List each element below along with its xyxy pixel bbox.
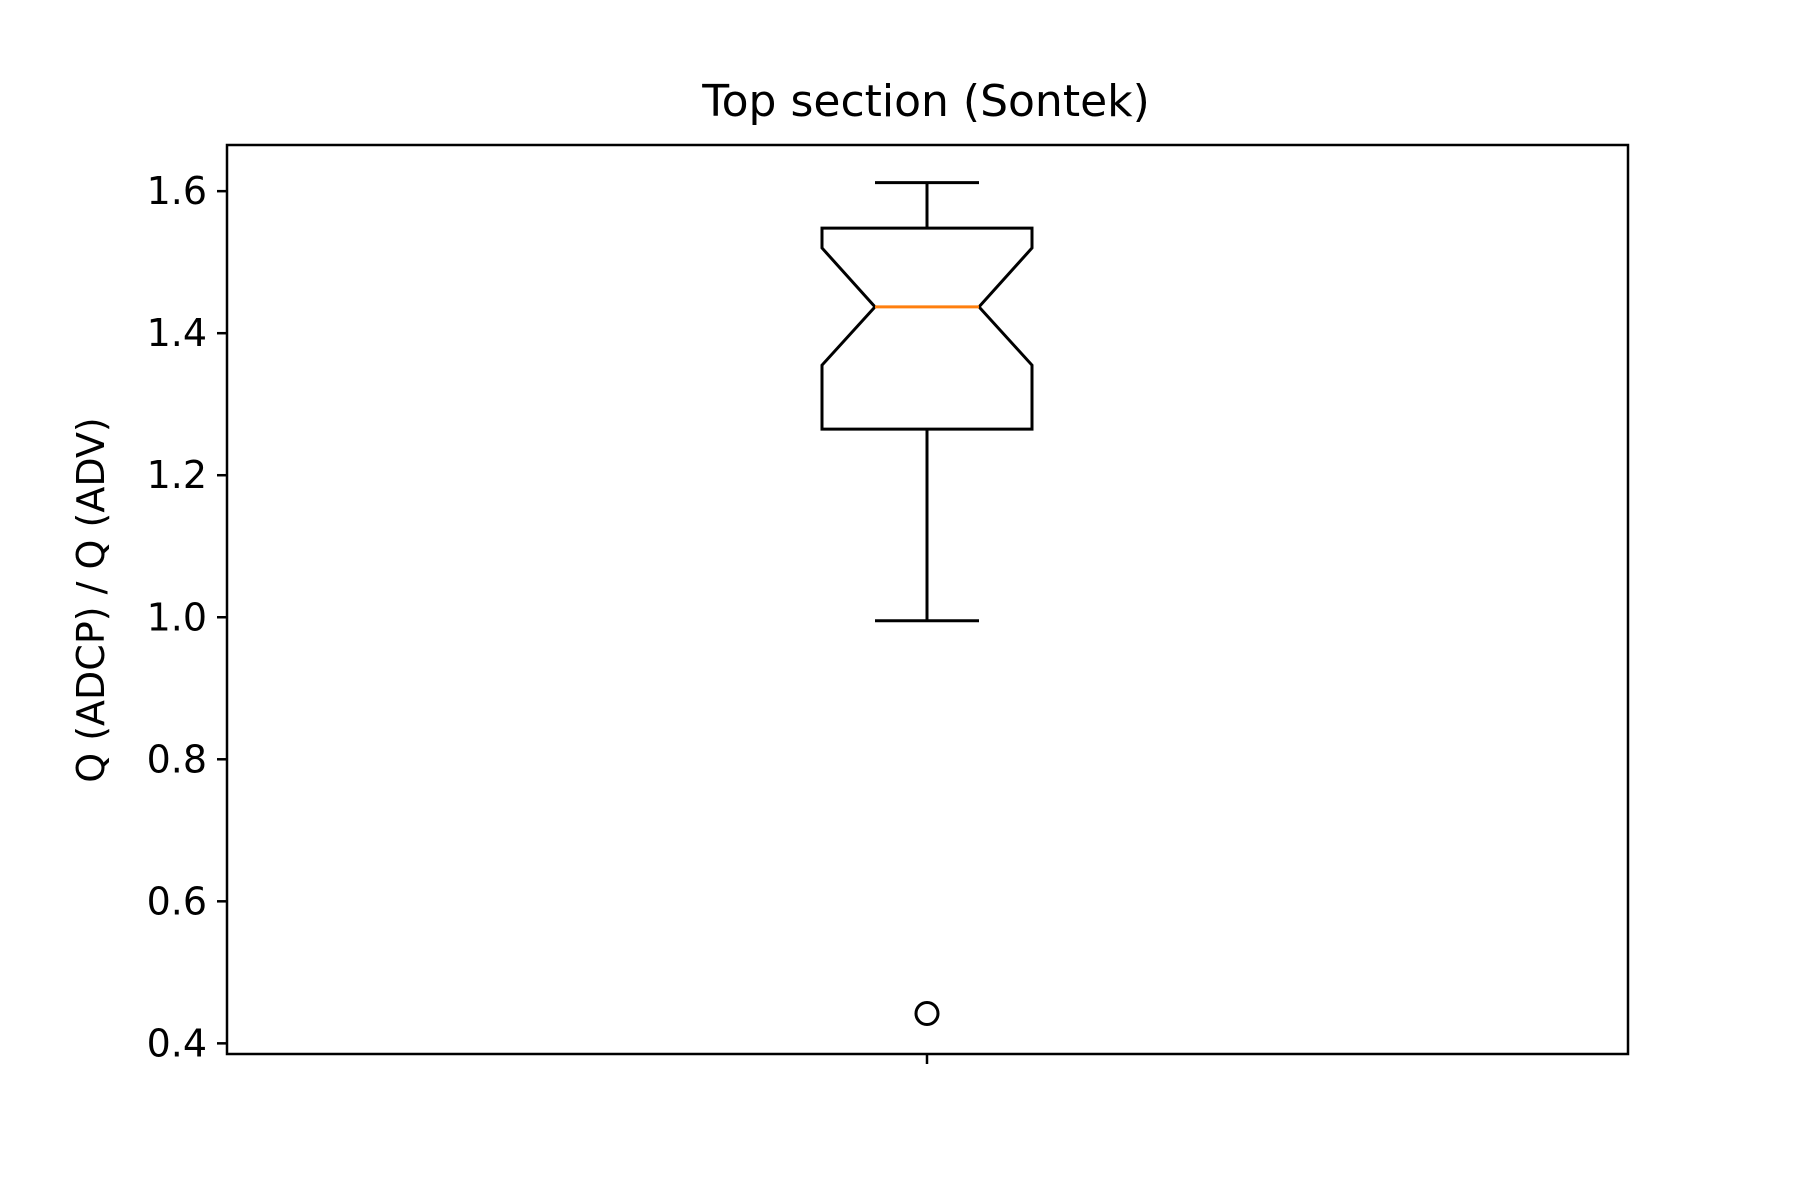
y-tick-label: 1.6 [147,169,207,213]
y-tick-label: 1.0 [147,595,207,639]
y-axis: 0.4 0.6 0.8 1.0 1.2 1.4 1.6 [147,169,227,1065]
chart-title: Top section (Sontek) [701,76,1150,127]
notched-box [820,226,1034,431]
box-group [820,181,1034,1027]
plot-frame [225,143,1630,1056]
y-tick-label: 1.4 [147,311,207,355]
y-axis-label: Q (ADCP) / Q (ADV) [69,417,113,783]
y-tick-label: 0.6 [147,879,207,923]
y-tick-label: 1.2 [147,453,207,497]
outlier-point [914,1001,940,1027]
y-tick-label: 0.4 [147,1021,207,1065]
y-tick-label: 0.8 [147,737,207,781]
